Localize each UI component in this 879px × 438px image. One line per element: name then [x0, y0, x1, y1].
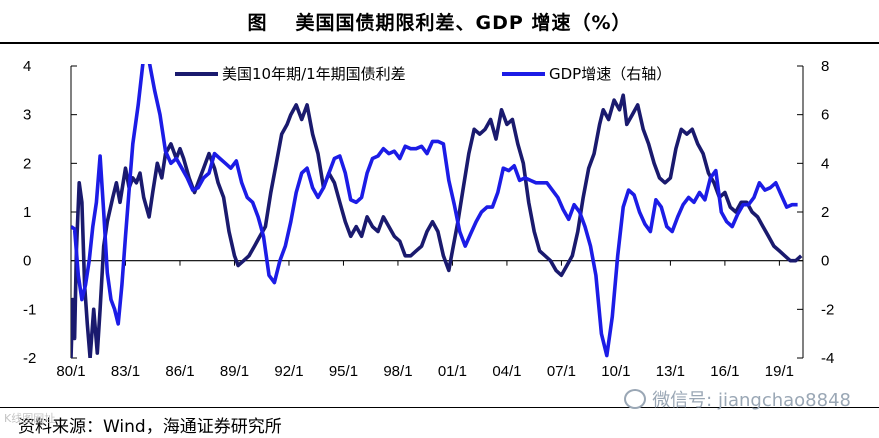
y-left-tick-label: 2: [23, 155, 31, 172]
watermark: 微信号: jiangchao8848: [624, 386, 851, 412]
series-layer: [71, 64, 803, 358]
x-tick-label: 10/1: [601, 363, 630, 380]
x-tick-label: 13/1: [656, 363, 685, 380]
y-right-tick-label: 4: [821, 155, 829, 172]
y-right-tick-label: -2: [821, 301, 834, 318]
wechat-icon: [624, 389, 647, 409]
x-tick-label: 80/1: [56, 363, 85, 380]
x-tick-label: 98/1: [383, 363, 412, 380]
x-tick-label: 16/1: [710, 363, 739, 380]
x-tick-label: 04/1: [492, 363, 521, 380]
y-right-tick-label: 0: [821, 253, 829, 270]
y-right-tick-label: 2: [821, 204, 829, 221]
legend-spread-label: 美国10年期/1年期国债利差: [222, 65, 406, 83]
chart-title-bar: 图 美国国债期限利差、GDP 增速（%）: [0, 0, 879, 42]
series-line-gdp: [71, 64, 798, 358]
y-left-tick-label: 1: [23, 204, 31, 221]
footer-divider: [0, 407, 879, 408]
x-tick-label: 01/1: [438, 363, 467, 380]
x-tick-label: 92/1: [274, 363, 303, 380]
x-tick-label: 95/1: [329, 363, 358, 380]
x-tick-label: 07/1: [547, 363, 576, 380]
watermark-left: K线图网址: [4, 412, 56, 425]
x-tick-label: 19/1: [765, 363, 794, 380]
source-note: 资料来源：Wind，海通证券研究所: [18, 417, 282, 437]
figure-label: 图: [247, 11, 268, 34]
y-left-tick-label: 0: [23, 253, 31, 270]
y-left-tick-label: 4: [23, 58, 31, 75]
watermark-text: 微信号: jiangchao8848: [652, 390, 851, 411]
legend-gdp-label: GDP增速（右轴）: [549, 65, 671, 83]
chart-axes: -2 -1 0 1 2 3 4 -4 -2 0 2 4 6 8 80/1 83/1 86/1 89/1 92/1 95…: [23, 58, 834, 380]
y-left-tick-label: 3: [23, 107, 31, 124]
line-chart: -2 -1 0 1 2 3 4 -4 -2 0 2 4 6 8 80/1 83/1 86/1 89/1 92/1 95…: [23, 58, 834, 380]
chart-title: 美国国债期限利差、GDP 增速（%）: [295, 11, 632, 34]
y-left-tick-label: -2: [23, 350, 36, 367]
y-right-tick-label: -4: [821, 350, 834, 367]
chart-legend: 美国10年期/1年期国债利差 GDP增速（右轴）: [175, 65, 671, 83]
x-tick-label: 89/1: [220, 363, 249, 380]
x-tick-label: 86/1: [165, 363, 194, 380]
y-right-tick-label: 8: [821, 58, 829, 75]
series-line-spread: [71, 93, 803, 358]
title-divider: [0, 42, 879, 44]
x-tick-label: 83/1: [111, 363, 140, 380]
y-right-tick-label: 6: [821, 107, 829, 124]
y-left-tick-label: -1: [23, 301, 36, 318]
